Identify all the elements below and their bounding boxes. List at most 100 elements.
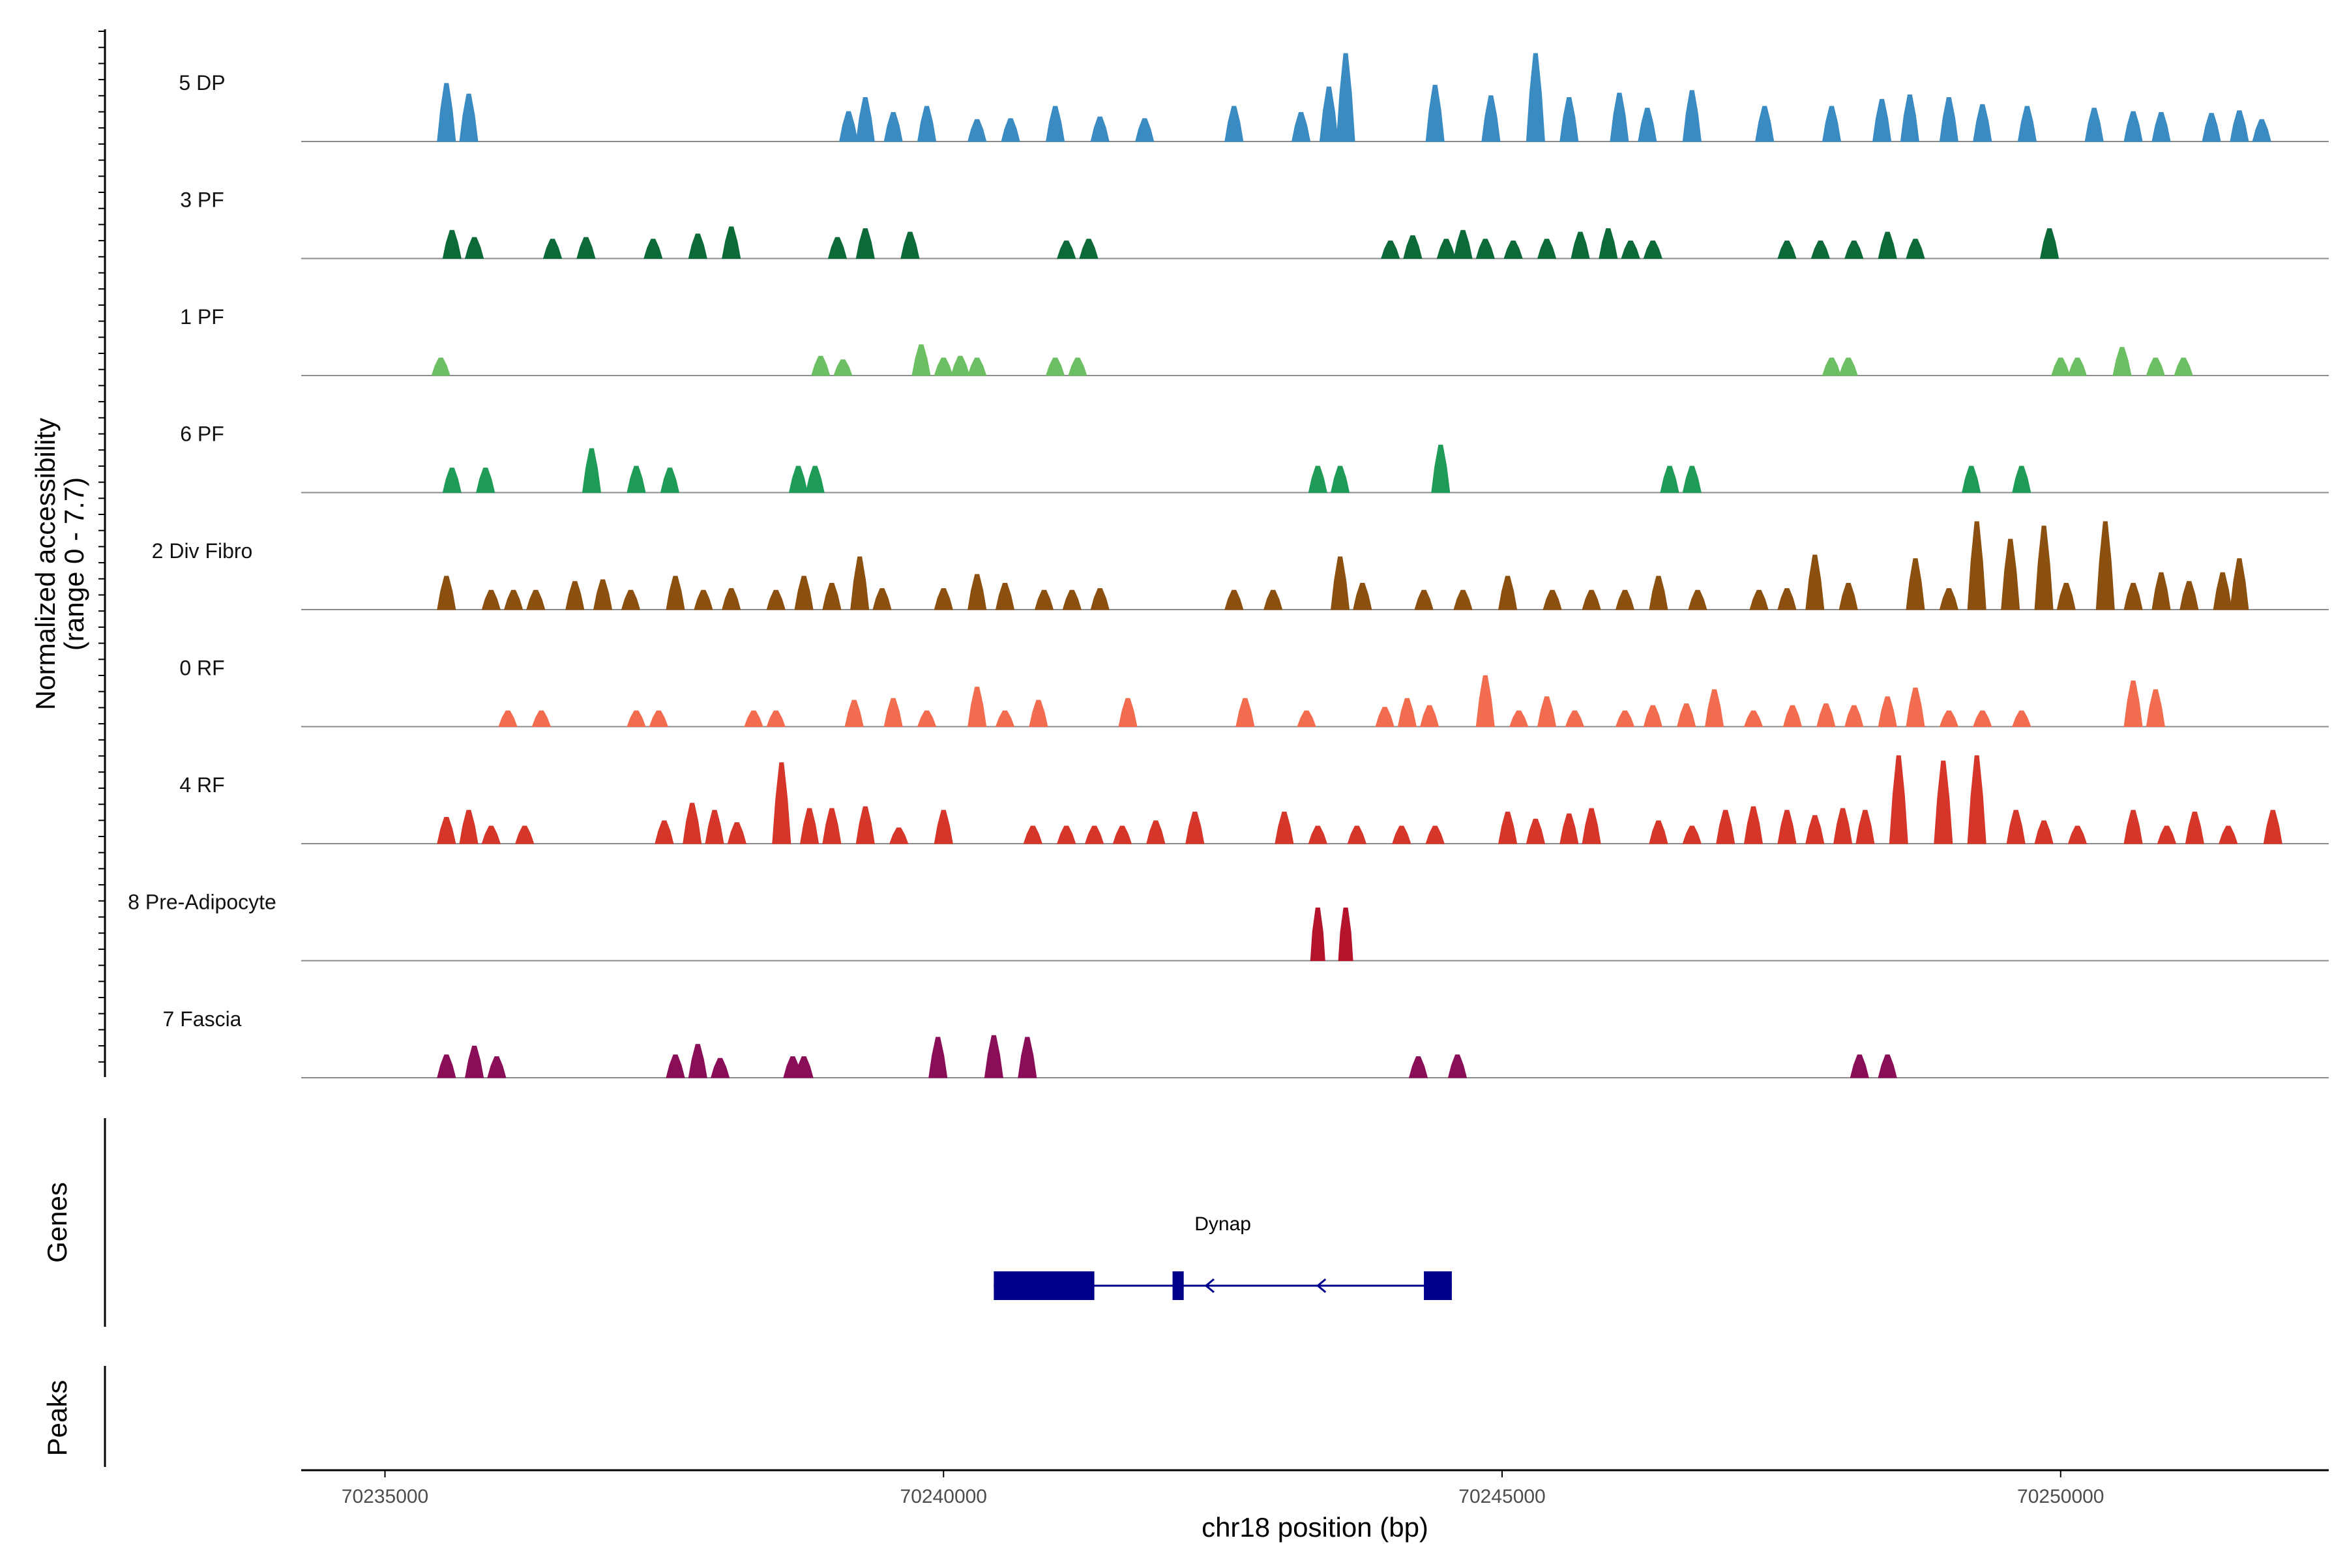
coverage-peak — [1308, 825, 1327, 844]
coverage-peak — [1425, 85, 1445, 142]
coverage-peak — [850, 556, 870, 610]
coverage-peak — [1509, 710, 1529, 727]
coverage-peak — [2123, 680, 2143, 727]
coverage-peak — [1660, 466, 1679, 493]
coverage-peak — [2051, 357, 2071, 376]
coverage-peak — [464, 237, 484, 259]
coverage-peak — [1816, 703, 1836, 727]
y-axis-title: Normalized accessibility — [30, 418, 61, 710]
coverage-peak — [431, 357, 450, 376]
track-label: 4 RF — [179, 773, 224, 797]
coverage-peak — [1001, 118, 1020, 142]
coverage-peak — [2012, 710, 2031, 727]
coverage-peak — [1705, 689, 1724, 727]
coverage-peak — [1453, 589, 1473, 610]
coverage-peak — [442, 229, 462, 259]
coverage-peak — [1973, 710, 1992, 727]
coverage-peak — [1338, 908, 1353, 961]
coverage-peak — [1743, 710, 1764, 727]
x-tick-label: 70240000 — [900, 1486, 987, 1507]
coverage-peak — [2230, 110, 2249, 142]
coverage-peak — [833, 359, 853, 376]
coverage-peak — [498, 710, 518, 727]
coverage-peak — [515, 825, 535, 844]
coverage-peak — [2095, 521, 2115, 610]
coverage-peak — [627, 466, 646, 493]
coverage-peak — [800, 808, 819, 844]
coverage-peak — [1263, 589, 1283, 610]
coverage-peak — [2084, 108, 2104, 142]
coverage-peak — [2067, 825, 2088, 844]
coverage-peak — [1934, 760, 1953, 844]
coverage-peak — [593, 579, 613, 610]
coverage-peak — [1643, 241, 1662, 259]
coverage-peak — [464, 1045, 484, 1078]
coverage-peak — [1023, 825, 1042, 844]
coverage-peak — [1682, 90, 1702, 142]
coverage-peak — [1224, 106, 1244, 142]
coverage-peak — [1526, 53, 1545, 142]
coverage-peak — [1310, 908, 1325, 961]
coverage-peak — [576, 237, 596, 259]
coverage-peak — [2230, 558, 2249, 610]
coverage-peak — [1638, 108, 1657, 142]
coverage-peak — [1716, 810, 1735, 844]
track-8-pre-adipocyte: 8 Pre-Adipocyte — [128, 891, 2329, 962]
coverage-peak — [1599, 228, 1618, 259]
coverage-peak — [2202, 113, 2221, 142]
coverage-peak — [1392, 825, 1411, 844]
coverage-peak — [917, 710, 937, 727]
coverage-peak — [683, 803, 702, 844]
coverage-peak — [1967, 521, 1986, 610]
coverage-peak — [1582, 589, 1601, 610]
coverage-peak — [1068, 357, 1087, 376]
gene-name: Dynap — [1194, 1213, 1251, 1235]
coverage-peak — [1682, 466, 1702, 493]
coverage-peak — [627, 710, 646, 727]
coverage-peak — [1425, 825, 1445, 844]
coverage-peak — [722, 226, 741, 259]
coverage-peak — [995, 710, 1015, 727]
coverage-peak — [1297, 710, 1316, 727]
coverage-peak — [1810, 241, 1831, 259]
coverage-peak — [1850, 1054, 1869, 1078]
coverage-peak — [705, 810, 724, 844]
coverage-peak — [1414, 589, 1434, 610]
coverage-peak — [688, 233, 707, 259]
coverage-peak — [2179, 581, 2199, 610]
coverage-peak — [1046, 106, 1065, 142]
coverage-peak — [1481, 95, 1501, 142]
coverage-peak — [1112, 825, 1132, 844]
coverage-peak — [1565, 710, 1585, 727]
coverage-peak — [1649, 576, 1668, 610]
coverage-peak — [1084, 825, 1104, 844]
coverage-peak — [1537, 696, 1557, 727]
coverage-peak — [1135, 118, 1155, 142]
coverage-peak — [1777, 588, 1797, 610]
track-3-pf: 3 PF — [180, 188, 2329, 259]
coverage-peak — [1185, 811, 1205, 844]
coverage-peak — [855, 97, 875, 142]
coverage-peak — [889, 827, 909, 844]
coverage-peak — [917, 106, 937, 142]
gene-exon — [1424, 1271, 1452, 1300]
coverage-peak — [1855, 810, 1875, 844]
coverage-peak — [2151, 572, 2171, 610]
coverage-peak — [1755, 106, 1775, 142]
coverage-peak — [2001, 539, 2020, 610]
coverage-peak — [1475, 239, 1495, 259]
coverage-peak — [1057, 241, 1076, 259]
y-axis-subtitle: (range 0 - 7.7) — [59, 477, 89, 651]
coverage-peak — [2017, 106, 2037, 142]
coverage-peak — [951, 355, 970, 376]
coverage-peak — [2123, 810, 2143, 844]
coverage-peak — [1872, 98, 1892, 142]
coverage-peak — [655, 820, 674, 844]
coverage-peak — [1330, 466, 1350, 493]
coverage-peak — [1537, 239, 1557, 259]
coverage-peak — [437, 83, 456, 142]
coverage-peak — [883, 698, 903, 727]
gene-exon — [994, 1271, 1095, 1300]
coverage-peak — [666, 1054, 685, 1078]
